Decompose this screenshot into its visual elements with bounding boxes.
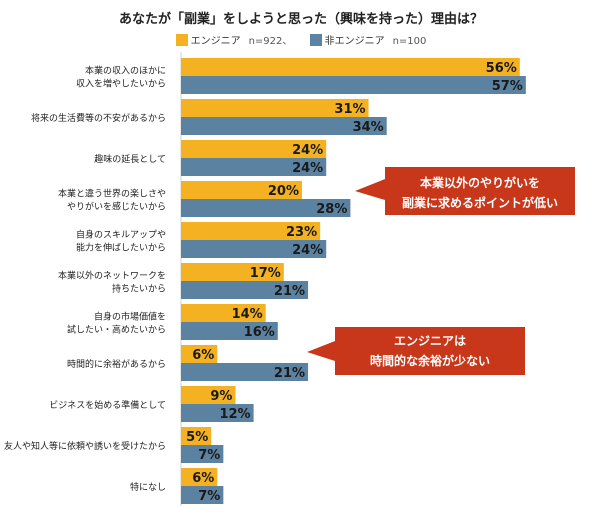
callout-low-fulfillment: 本業以外のやりがいを 副業に求めるポイントが低い [385, 167, 575, 215]
data-label: 28% [316, 202, 347, 217]
data-label: 21% [274, 366, 305, 381]
legend-label-non-engineer: 非エンジニア [324, 36, 385, 47]
data-label: 17% [250, 266, 281, 281]
bar-non-engineer [181, 117, 387, 135]
legend-item-engineer: エンジニア n=922、 [175, 32, 293, 47]
category-label: 自身のスキルアップや [76, 229, 166, 241]
data-label: 24% [292, 243, 323, 258]
category-label: 時間的に余裕があるから [67, 358, 166, 370]
data-label: 57% [492, 79, 523, 94]
bar-engineer [181, 304, 266, 322]
callout-2-line-1: エンジニアは [393, 334, 466, 348]
bar-non-engineer [181, 240, 327, 258]
bar-engineer [181, 386, 236, 404]
bar-engineer [181, 99, 369, 117]
bar-non-engineer [181, 199, 351, 217]
data-label: 7% [198, 448, 220, 463]
bar-non-engineer [181, 158, 327, 176]
callout-2-line-2: 時間的な余裕が少ない [369, 354, 490, 368]
data-label: 24% [292, 161, 323, 176]
data-label: 23% [286, 225, 317, 240]
data-label: 24% [292, 143, 323, 158]
callout-1-line-1: 本業以外のやりがいを [419, 176, 540, 190]
bar-engineer [181, 345, 218, 363]
bar-non-engineer [181, 322, 278, 340]
bar-engineer [181, 58, 520, 76]
legend-swatch-non-engineer [309, 34, 322, 46]
data-label: 16% [244, 325, 275, 340]
bar-non-engineer [181, 363, 309, 381]
callout-1-pointer [355, 179, 385, 200]
data-label: 7% [198, 489, 220, 504]
category-label: 試したい・高めたいから [67, 324, 166, 336]
data-label: 5% [186, 430, 208, 445]
category-label: 友人や知人等に依頼や誘いを受けたから [4, 440, 166, 452]
data-label: 6% [192, 471, 214, 486]
bar-non-engineer [181, 281, 309, 299]
category-label: 特になし [130, 481, 166, 493]
category-label: 能力を伸ばしたいから [76, 242, 166, 254]
category-label: 本業と違う世界の楽しさや [58, 188, 166, 200]
chart-title: あなたが「副業」をしようと思った（興味を持った）理由は？ [118, 12, 483, 27]
callout-2-pointer [307, 341, 335, 361]
callout-1-line-2: 副業に求めるポイントが低い [401, 196, 558, 210]
data-label: 34% [353, 120, 384, 135]
data-label: 12% [219, 407, 250, 422]
bar-non-engineer [181, 76, 526, 94]
bar-engineer [181, 468, 218, 486]
data-label: 9% [210, 389, 232, 404]
data-label: 20% [268, 184, 299, 199]
data-label: 14% [232, 307, 263, 322]
category-label: 収入を増やしたいから [76, 78, 166, 90]
data-label: 6% [192, 348, 214, 363]
data-label: 56% [486, 61, 517, 76]
bar-non-engineer [181, 445, 224, 463]
bar-engineer [181, 140, 327, 158]
category-label: 本業の収入のほかに [85, 65, 166, 77]
legend-n-non-engineer: n=100 [392, 36, 427, 47]
legend-item-non-engineer: 非エンジニア n=100 [309, 32, 427, 47]
data-label: 21% [274, 284, 305, 299]
category-label: やりがいを感じたいから [67, 201, 166, 213]
category-label: 持ちたいから [112, 283, 166, 295]
data-label: 31% [334, 102, 365, 117]
category-label: 趣味の延長として [94, 153, 166, 165]
legend: エンジニア n=922、 非エンジニア n=100 [0, 32, 602, 47]
bar-engineer [181, 263, 284, 281]
callout-less-time: エンジニアは 時間的な余裕が少ない [335, 327, 525, 375]
bar-non-engineer [181, 486, 224, 504]
legend-label-engineer: エンジニア [190, 36, 241, 47]
bar-engineer [181, 427, 212, 445]
category-label: 将来の生活費等の不安があるから [31, 112, 166, 124]
category-label: 自身の市場価値を [94, 311, 166, 323]
legend-n-engineer: n=922、 [248, 36, 293, 47]
category-label: 本業以外のネットワークを [58, 270, 166, 282]
bar-engineer [181, 222, 321, 240]
bar-engineer [181, 181, 302, 199]
category-label: ビジネスを始める準備として [49, 399, 166, 411]
legend-swatch-engineer [175, 34, 188, 46]
bar-non-engineer [181, 404, 254, 422]
